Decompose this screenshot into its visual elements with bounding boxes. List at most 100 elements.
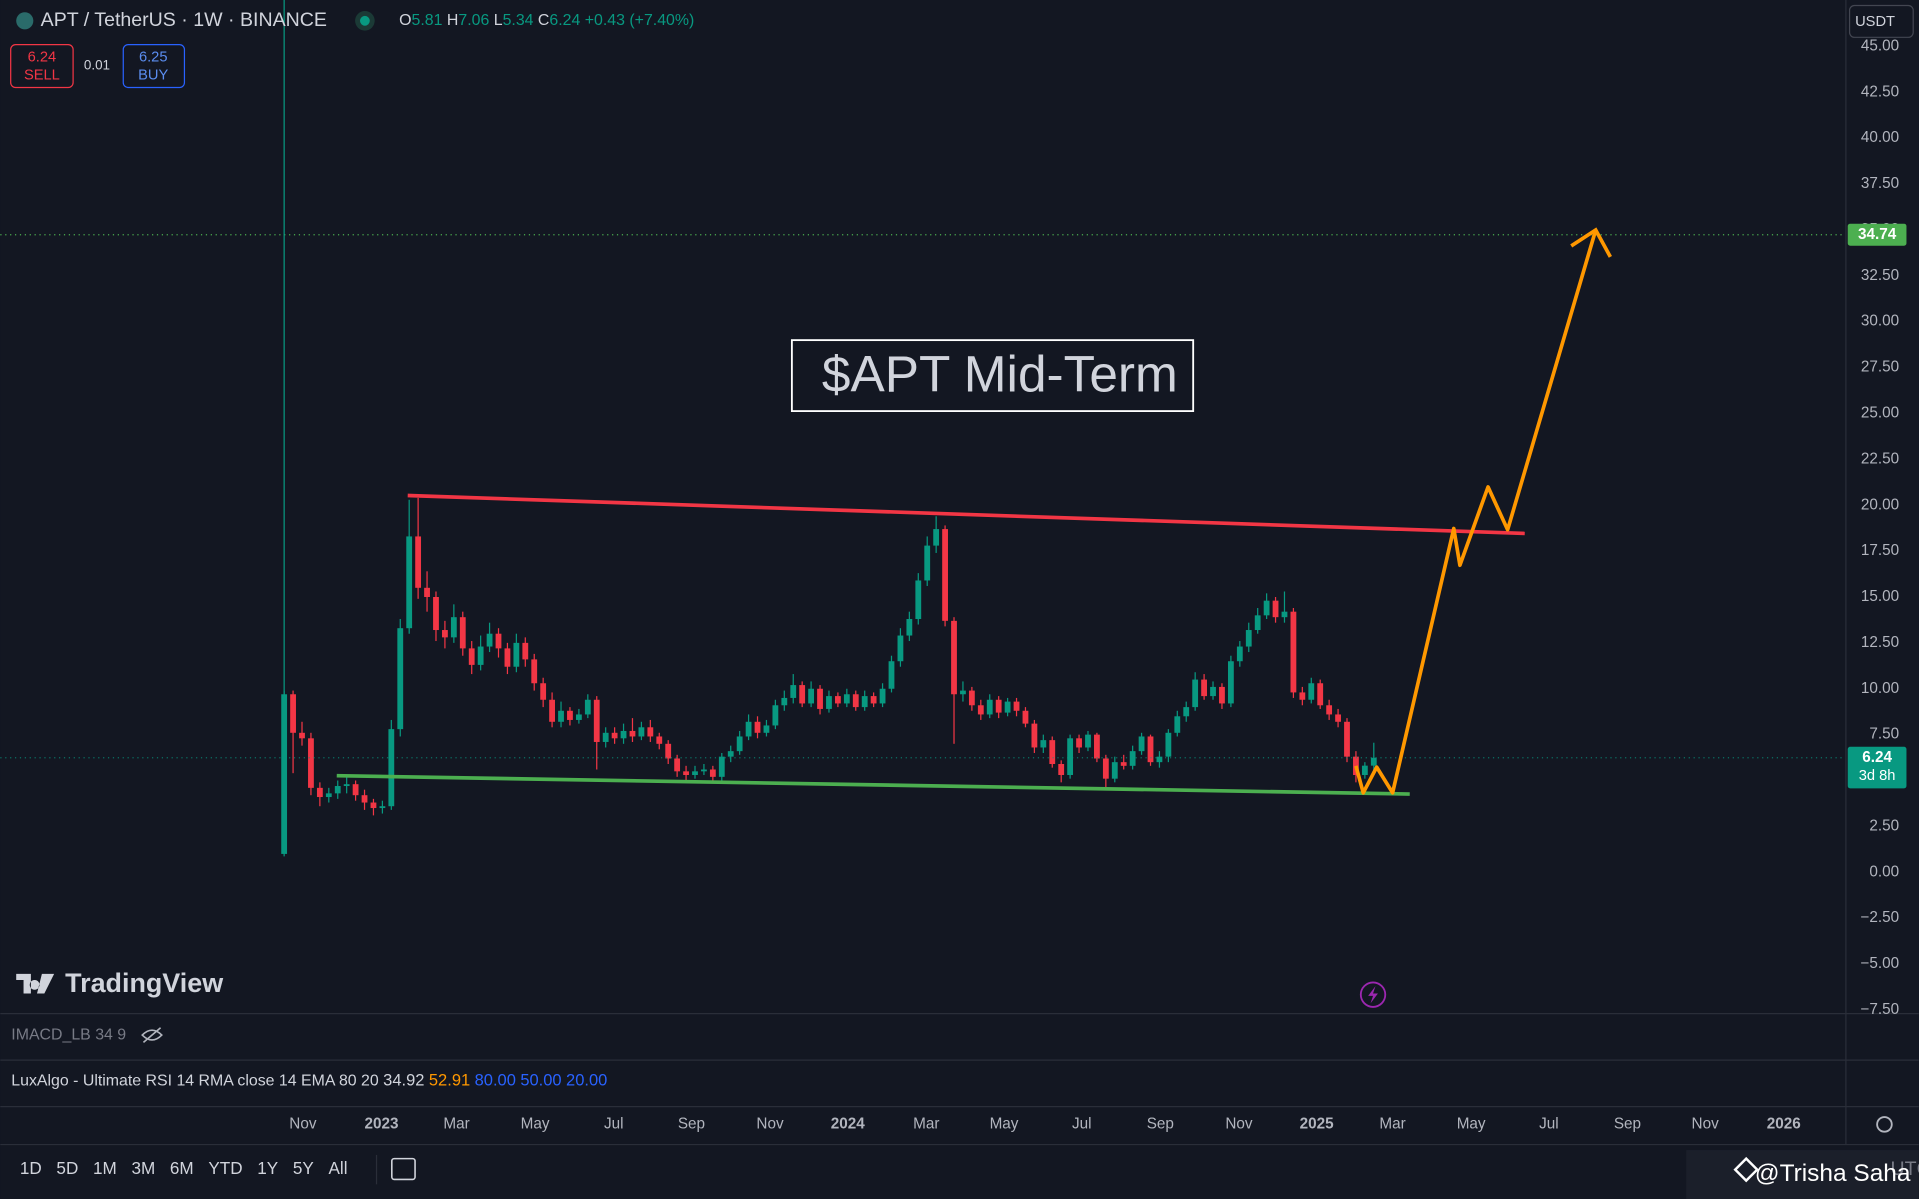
candle-body [1335, 714, 1341, 722]
candle-body [665, 743, 672, 759]
candle-body [424, 587, 430, 597]
candle-body [692, 771, 698, 776]
candle-body [1129, 751, 1136, 766]
x-tick-label: Mar [913, 1115, 939, 1132]
hide-icon[interactable] [141, 1027, 163, 1043]
range-button[interactable]: 3M [131, 1159, 155, 1178]
candle-body [1183, 707, 1190, 717]
target-tag [1847, 223, 1907, 246]
candle-body [745, 721, 752, 737]
range-button[interactable]: 1Y [257, 1159, 279, 1178]
h-label: H [447, 12, 458, 29]
candle-body [299, 732, 305, 739]
title-box [790, 339, 1195, 413]
candle-body [602, 732, 609, 742]
candle-body [1040, 740, 1047, 748]
o-label: O [399, 12, 411, 29]
candle-body [1192, 679, 1199, 708]
o-value: 5.81 [412, 12, 443, 29]
candle-body [513, 642, 520, 667]
candle-body [924, 545, 931, 581]
c-value: 6.24 [549, 12, 580, 29]
range-button[interactable]: 5D [56, 1159, 78, 1178]
candle-body [567, 710, 573, 720]
c-label: C [538, 12, 549, 29]
alert-icon[interactable] [1359, 981, 1387, 1008]
range-button[interactable]: 6M [170, 1159, 194, 1178]
y-tick-label: 15.00 [1861, 588, 1899, 605]
y-tick-label: 42.50 [1861, 83, 1899, 100]
candle-body [1254, 615, 1261, 631]
candle-body [1361, 765, 1368, 776]
candle-body [504, 648, 511, 667]
settings-icon[interactable] [1876, 1116, 1893, 1133]
y-tick-label: 27.50 [1861, 359, 1899, 376]
watermark-bg [1686, 1150, 1919, 1199]
candle-body [531, 659, 538, 684]
candle-body [397, 628, 404, 730]
candle-body [316, 787, 323, 798]
target-label: 34.74 [1858, 226, 1897, 243]
candle-body [1165, 732, 1172, 757]
indicator-value: 50.00 [520, 1072, 561, 1090]
y-tick-label: −7.50 [1860, 1001, 1899, 1018]
candle-body [620, 730, 627, 739]
last-price-label: 6.24 [1862, 749, 1892, 766]
range-button[interactable]: 1D [20, 1159, 42, 1178]
candle-body [388, 729, 395, 807]
candle-body [450, 617, 457, 638]
candle-body [415, 536, 422, 588]
candle-body [701, 769, 707, 772]
candle-body [575, 714, 582, 720]
sell-button[interactable] [10, 44, 74, 89]
candle-body [1370, 757, 1377, 766]
candle-body [861, 696, 868, 708]
x-tick-label: Sep [1147, 1115, 1174, 1132]
candle-body [888, 661, 895, 689]
symbol: APT / TetherUS · 1W · BINANCE [41, 9, 327, 31]
candle-body [1013, 701, 1020, 711]
buy-button[interactable] [122, 44, 186, 89]
x-tick-label: Jul [1539, 1115, 1559, 1132]
x-tick-label: Nov [756, 1115, 784, 1132]
candle-body [915, 580, 922, 620]
x-tick-label: Nov [289, 1115, 317, 1132]
candle-body [808, 688, 815, 704]
candle-body [442, 630, 448, 638]
candle-body [593, 699, 600, 742]
candle-body [1102, 758, 1109, 779]
timezone[interactable]: UTC [1891, 1158, 1919, 1180]
candle-body [584, 699, 591, 715]
y-tick-label: 22.50 [1861, 450, 1899, 467]
candle-body [834, 696, 841, 704]
range-button[interactable]: 5Y [293, 1159, 315, 1178]
range-button[interactable]: YTD [208, 1159, 242, 1178]
candle-body [1094, 734, 1100, 759]
currency: USDT [1855, 14, 1895, 30]
candle-body [308, 738, 314, 788]
x-tick-label: Sep [678, 1115, 705, 1132]
x-tick-label: Nov [1692, 1115, 1720, 1132]
buy-price: 6.25 [139, 49, 168, 65]
candle-body [951, 620, 957, 695]
candle-body [370, 802, 377, 809]
candle-body [933, 529, 940, 546]
candle-body [942, 529, 948, 621]
candle-body [897, 635, 904, 662]
candle-body [1317, 683, 1324, 706]
indicator-value: 52.91 [429, 1072, 470, 1090]
candle-body [1236, 646, 1243, 662]
range-button[interactable]: All [329, 1159, 348, 1178]
candle-body [486, 633, 493, 647]
candle-body [879, 688, 886, 704]
candle-body [1326, 705, 1333, 715]
range-button[interactable]: 1M [93, 1159, 117, 1178]
sell-price: 6.24 [28, 49, 57, 65]
currency-button[interactable] [1848, 4, 1914, 38]
candle-body [468, 648, 475, 665]
y-tick-label: 30.00 [1861, 313, 1899, 330]
candle-body [781, 697, 788, 706]
candle-body [1353, 756, 1359, 776]
x-tick-label: Nov [1225, 1115, 1253, 1132]
date-range-icon[interactable] [391, 1157, 416, 1181]
